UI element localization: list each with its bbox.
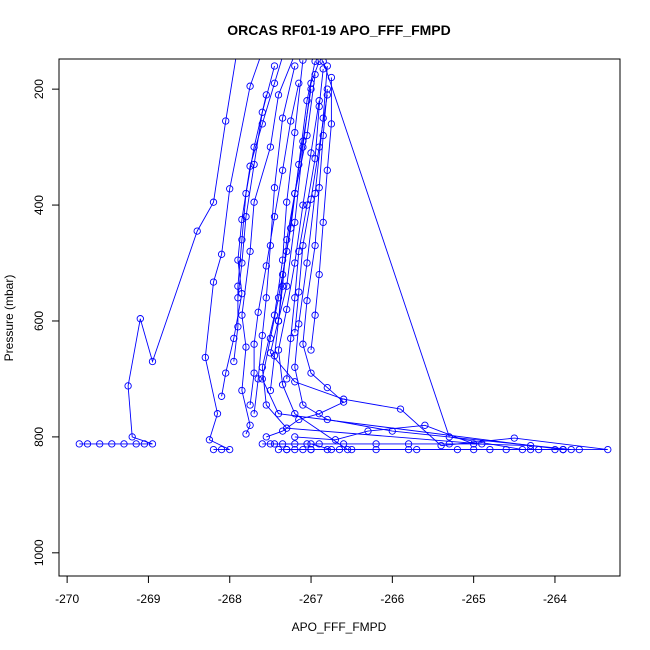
y-axis-label: Pressure (mbar) [2, 275, 16, 362]
y-tick-label: 200 [32, 79, 46, 99]
x-tick-label: -267 [299, 592, 323, 606]
x-tick-label: -270 [55, 592, 79, 606]
y-tick-label: 1000 [32, 539, 46, 566]
x-tick-label: -265 [462, 592, 486, 606]
y-tick-label: 600 [32, 311, 46, 331]
y-tick-label: 800 [32, 427, 46, 447]
chart-title: ORCAS RF01-19 APO_FFF_FMPD [227, 22, 451, 38]
x-tick-label: -269 [136, 592, 160, 606]
x-axis-label: APO_FFF_FMPD [292, 620, 387, 634]
x-tick-label: -264 [543, 592, 567, 606]
y-tick-label: 400 [32, 195, 46, 215]
x-tick-label: -266 [380, 592, 404, 606]
x-tick-label: -268 [218, 592, 242, 606]
